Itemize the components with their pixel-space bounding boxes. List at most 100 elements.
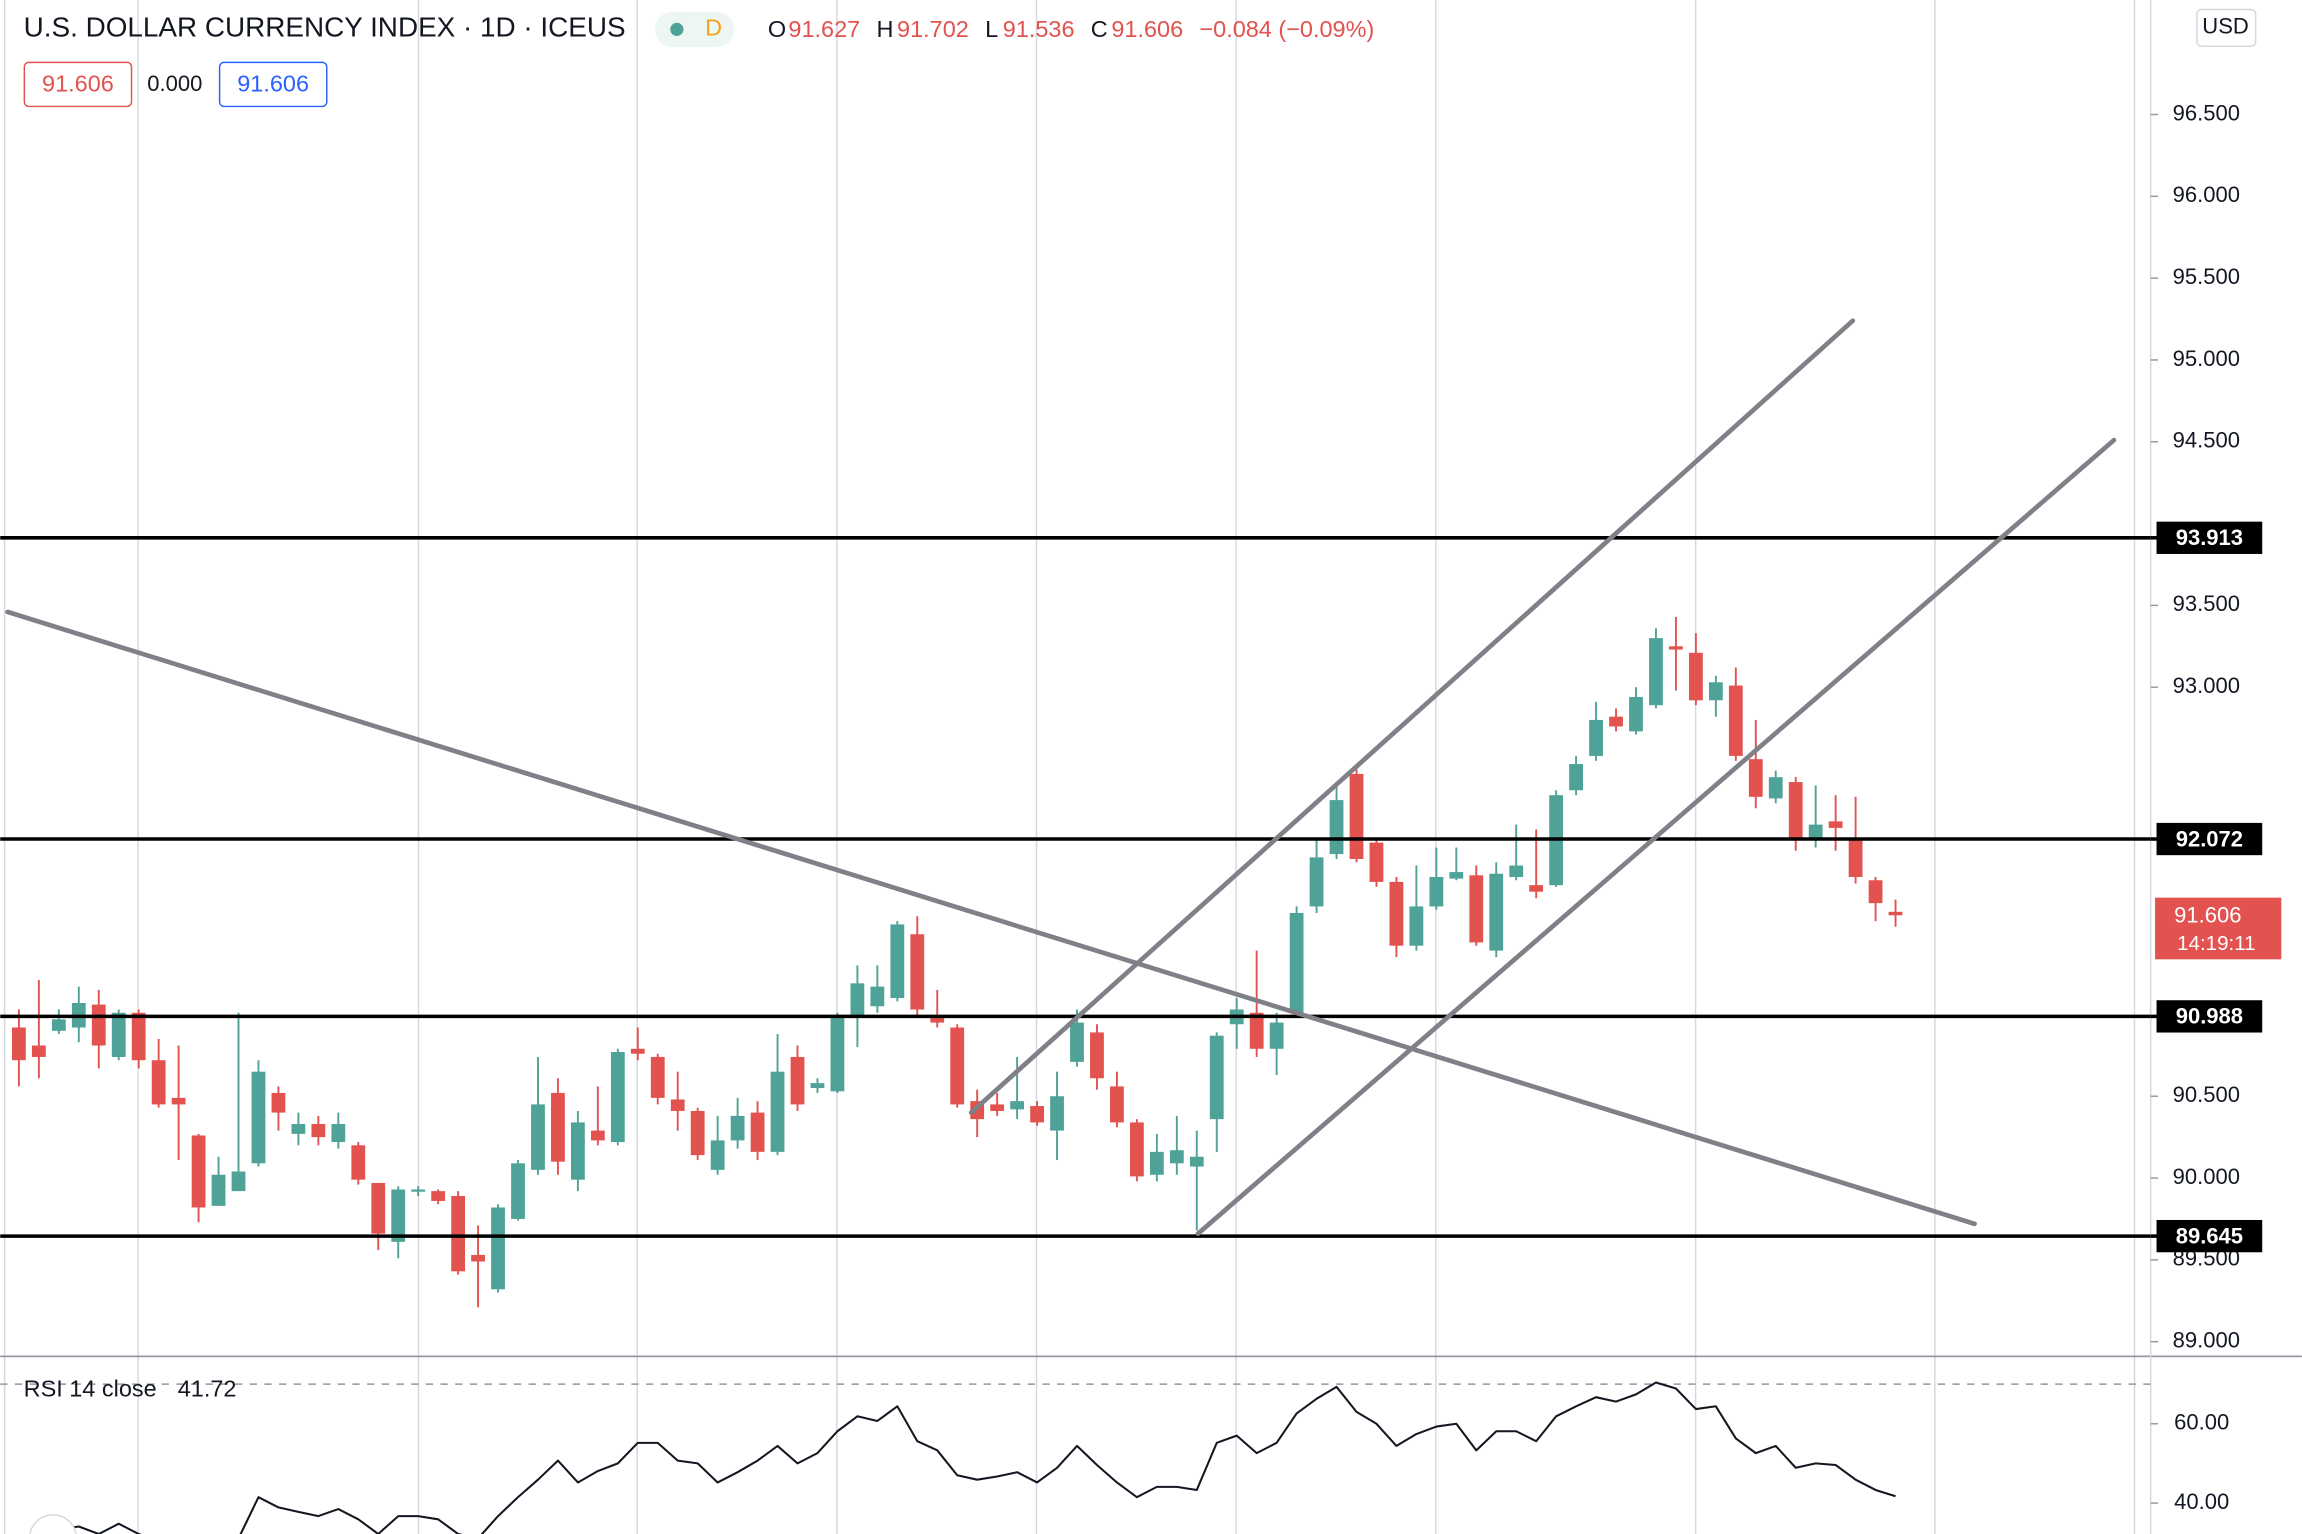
level-label-box [2156,822,2263,856]
candle-body [1409,906,1424,946]
candle-body [1249,1012,1264,1049]
last-price-box [2155,897,2282,960]
y-tick-label: 93.500 [2173,591,2240,616]
candle-body [1708,682,1723,701]
candle-body [710,1140,725,1170]
candle-body [1828,821,1843,828]
candle-body [1169,1150,1184,1164]
ohlc-value: 91.702 [897,16,969,42]
y-tick-label: 90.000 [2173,1164,2240,1189]
candle-body [511,1163,525,1219]
y-tick-label: 93.000 [2173,673,2240,698]
y-tick-label: 96.000 [2173,182,2240,207]
candle-body [1469,875,1484,943]
candle-body [650,1056,665,1098]
scroll-button[interactable] [29,1514,77,1534]
candle-body [1309,857,1324,907]
candle-body [1010,1101,1025,1110]
candle-body [1389,881,1404,946]
candle-body [1589,719,1603,756]
candle-body [1129,1122,1144,1177]
currency-box[interactable] [2196,8,2257,47]
candle-body [1808,824,1823,840]
candle-body [1090,1032,1104,1079]
rsi-pane [0,1381,2151,1534]
candle-body [1888,911,1903,916]
ask-price[interactable]: 91.606 [237,70,309,96]
candle-body [1649,638,1663,706]
candle-body [311,1124,326,1138]
candle-body [31,1045,46,1057]
candle-body [1688,652,1703,701]
candle-body [271,1092,286,1113]
rsi-y-tick-label: 40.00 [2174,1489,2229,1514]
candle-body [1629,697,1643,732]
candle-body [1529,885,1544,892]
candle-body [171,1097,186,1105]
interval-badge: D [705,15,722,41]
bid-price[interactable]: 91.606 [42,70,114,96]
candle-body [630,1048,645,1054]
level-label: 93.913 [2176,525,2243,550]
ohlc-letter: O [768,16,786,42]
candle-body [770,1071,785,1152]
candle-body [111,1012,126,1057]
spread: 0.000 [147,71,202,96]
candle-body [211,1174,226,1206]
currency[interactable]: USD [2202,14,2248,39]
candle-body [531,1104,545,1170]
candle-body [1489,873,1504,951]
rsi-line [58,1381,1896,1534]
candle-body [1189,1156,1204,1167]
candle-body [11,1027,26,1061]
candle-body [551,1092,565,1162]
candle-body [451,1196,466,1272]
candle-body [890,924,905,999]
candle-body [1429,876,1444,907]
trend-line [1195,437,2117,1237]
level-label: 92.072 [2176,826,2243,851]
candle-body [1788,782,1803,840]
candle-body [1289,912,1304,1013]
candle-body [351,1145,366,1180]
ask-box[interactable] [218,61,328,108]
candle-body [251,1071,266,1164]
time-grid [137,0,2136,1534]
candle-body [910,934,925,1010]
candle-body [431,1191,446,1201]
candle-body [1728,685,1743,756]
rsi-title: RSI 14 close [24,1375,157,1401]
candle-body [990,1104,1005,1111]
candle-body [1609,716,1623,727]
candle-body [491,1207,505,1290]
trend-line [5,609,1977,1227]
trend-line [968,318,1856,1115]
last-price-label: 91.606 [2174,903,2241,928]
level-label-box [2156,521,2263,554]
candle-body [1149,1151,1164,1175]
candle-body [670,1099,685,1111]
candle-body [291,1124,306,1134]
y-tick-label: 96.500 [2173,100,2240,125]
candle-body [231,1171,246,1192]
candle-body [1030,1106,1044,1123]
ohlc-letter: H [876,16,893,42]
price-axis: 89.00089.50090.00090.50093.00093.50094.5… [2150,100,2282,1514]
candle-body [1848,839,1863,877]
bid-box[interactable] [23,61,133,108]
ohlc-value: 91.627 [788,16,860,42]
candle-body [750,1112,765,1152]
candle-body [870,986,885,1007]
candle-body [590,1130,605,1141]
y-tick-label: 95.500 [2173,264,2240,289]
chart-title: U.S. DOLLAR CURRENCY INDEX · 1D · ICEUS [24,12,626,43]
candle-body [1329,800,1344,855]
candle-body [1868,880,1883,904]
candle-body [1748,759,1763,797]
candle-body [830,1017,845,1092]
candle-body [91,1004,106,1046]
y-tick-label: 95.000 [2173,346,2240,371]
ohlc-value: 91.606 [1111,16,1183,42]
